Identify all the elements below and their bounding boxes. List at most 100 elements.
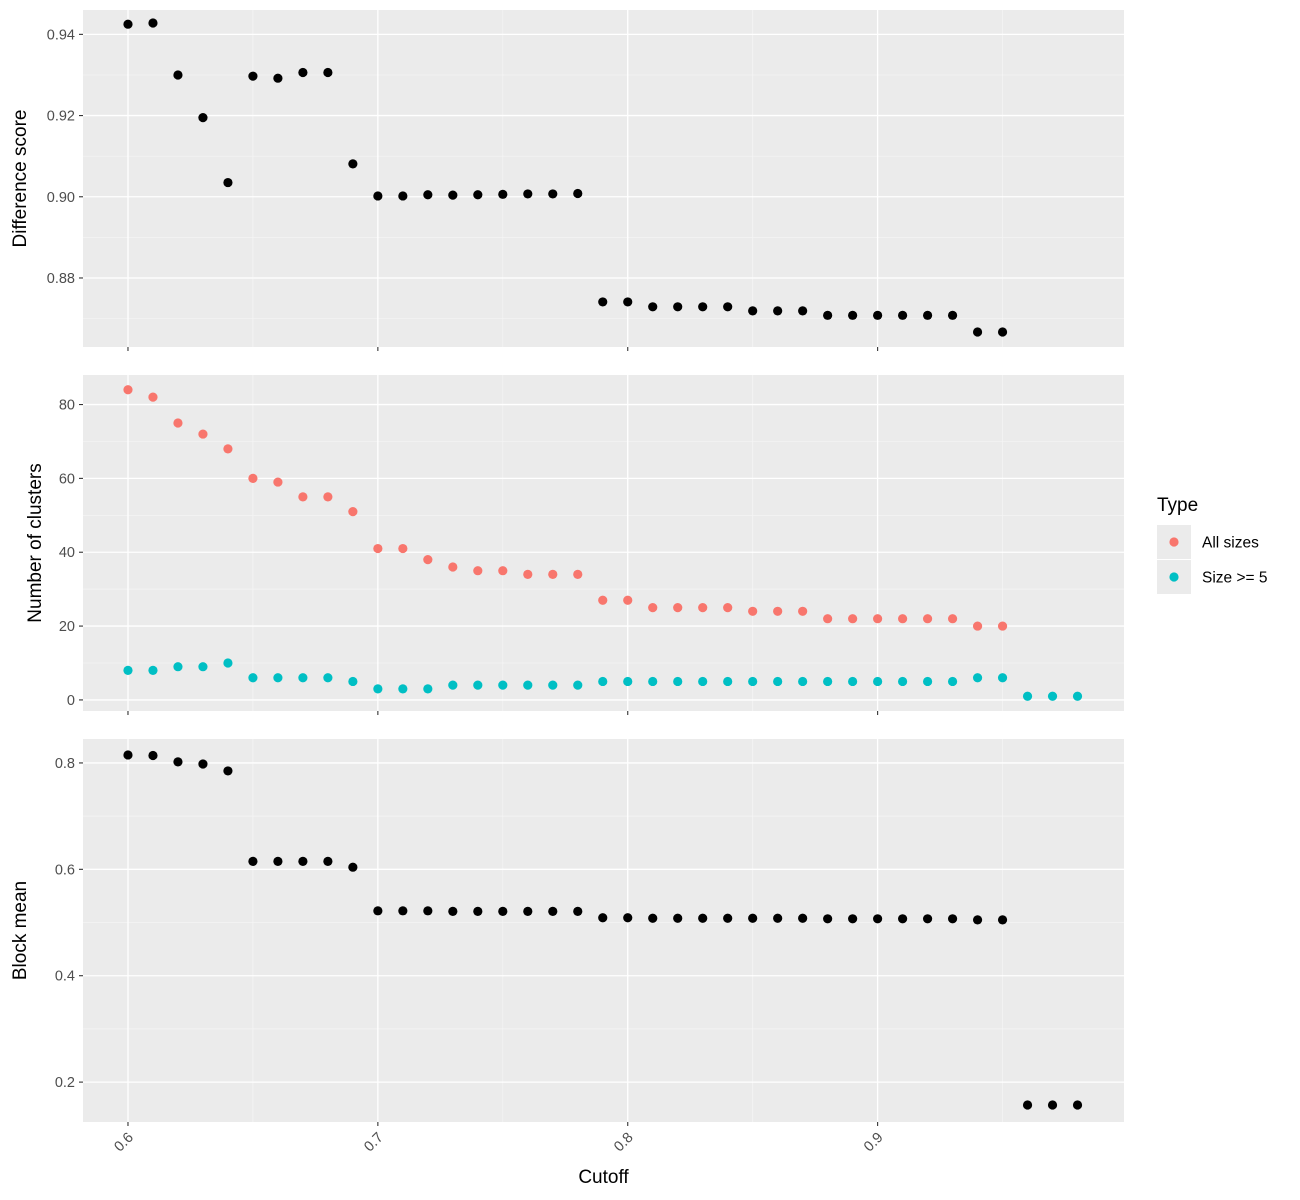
data-point — [123, 750, 133, 760]
panel-number-of-clusters: 0 20 40 60 80 Number of clusters — [25, 375, 1124, 715]
data-point — [648, 676, 658, 687]
data-point — [398, 906, 408, 916]
data-point — [248, 473, 258, 483]
data-point — [698, 603, 708, 613]
y-tick-label: 20 — [59, 619, 75, 635]
data-point — [398, 684, 408, 694]
data-point — [972, 915, 983, 925]
data-point — [947, 676, 958, 687]
data-point — [798, 676, 808, 687]
data-point — [173, 757, 183, 767]
series-all-sizes — [123, 385, 1008, 631]
y-tick-label: 0.88 — [47, 271, 75, 287]
legend-item: Size >= 5 — [1157, 560, 1268, 594]
y-axis-title: Block mean — [10, 881, 31, 980]
data-point — [623, 297, 633, 307]
y-tick-label: 60 — [59, 471, 75, 487]
legend-item: All sizes — [1157, 525, 1259, 559]
data-point — [373, 543, 383, 554]
data-point — [922, 310, 933, 320]
data-point — [548, 569, 558, 579]
data-point — [523, 569, 533, 579]
series-size-5 — [123, 658, 1083, 701]
data-point — [922, 676, 933, 687]
data-point — [473, 566, 483, 576]
data-point — [798, 306, 808, 316]
data-point — [348, 507, 358, 517]
data-point — [1072, 1100, 1083, 1110]
data-point — [873, 676, 883, 687]
y-tick-label: 80 — [59, 398, 75, 414]
data-point — [1047, 691, 1058, 701]
data-point — [423, 906, 433, 916]
data-point — [723, 302, 733, 312]
data-point — [148, 750, 158, 761]
data-point — [573, 906, 583, 916]
legend-title: Type — [1157, 495, 1198, 516]
data-point — [223, 444, 233, 454]
data-point — [947, 614, 958, 624]
data-point — [947, 310, 958, 320]
panel-difference-score: 0.88 0.90 0.92 0.94 Difference score — [10, 10, 1124, 351]
data-point — [922, 914, 933, 924]
data-point — [323, 67, 333, 78]
data-point — [898, 310, 908, 320]
data-point — [723, 913, 733, 923]
panel-background — [83, 375, 1124, 711]
data-point — [848, 914, 858, 924]
data-point — [273, 856, 283, 866]
data-point — [123, 385, 133, 395]
data-point — [473, 190, 483, 200]
x-axis-title: Cutoff — [578, 1167, 629, 1188]
data-point — [223, 658, 233, 668]
data-point — [823, 614, 833, 624]
data-point — [873, 914, 883, 924]
y-tick-label: 0.2 — [55, 1075, 75, 1091]
y-axis-title: Number of clusters — [25, 463, 46, 622]
data-point — [773, 306, 783, 316]
data-point — [748, 676, 758, 687]
data-point — [773, 606, 783, 616]
data-point — [673, 603, 683, 613]
data-point — [773, 676, 783, 687]
data-point — [848, 614, 858, 624]
data-point — [323, 856, 333, 866]
legend-label: Size >= 5 — [1202, 570, 1268, 587]
data-point — [598, 676, 608, 687]
data-point — [972, 621, 983, 631]
data-point — [348, 862, 358, 872]
data-point — [748, 913, 758, 923]
data-point — [798, 606, 808, 616]
y-tick-label: 0.6 — [55, 862, 75, 878]
data-point — [748, 306, 758, 316]
data-point — [873, 310, 883, 320]
data-point — [798, 913, 808, 923]
data-point — [548, 906, 558, 916]
data-point — [573, 569, 583, 579]
data-point — [248, 673, 258, 683]
legend-label: All sizes — [1202, 535, 1259, 552]
data-point — [423, 190, 433, 200]
data-point — [248, 856, 258, 866]
data-point — [473, 680, 483, 690]
series-difference-score — [123, 18, 1008, 337]
data-point — [348, 159, 358, 169]
data-point — [448, 906, 458, 916]
data-point — [423, 555, 433, 565]
data-point — [448, 190, 458, 200]
data-point — [898, 914, 908, 924]
data-point — [648, 302, 658, 312]
data-point — [698, 676, 708, 687]
data-point — [348, 676, 358, 687]
data-point — [498, 680, 508, 690]
data-point — [997, 621, 1008, 631]
panel-background — [83, 10, 1124, 347]
legend: Type All sizes Size >= 5 — [1157, 495, 1268, 594]
data-point — [398, 543, 408, 554]
data-point — [523, 189, 533, 199]
data-point — [623, 676, 633, 687]
data-point — [623, 595, 633, 605]
data-point — [723, 603, 733, 613]
data-point — [523, 906, 533, 916]
